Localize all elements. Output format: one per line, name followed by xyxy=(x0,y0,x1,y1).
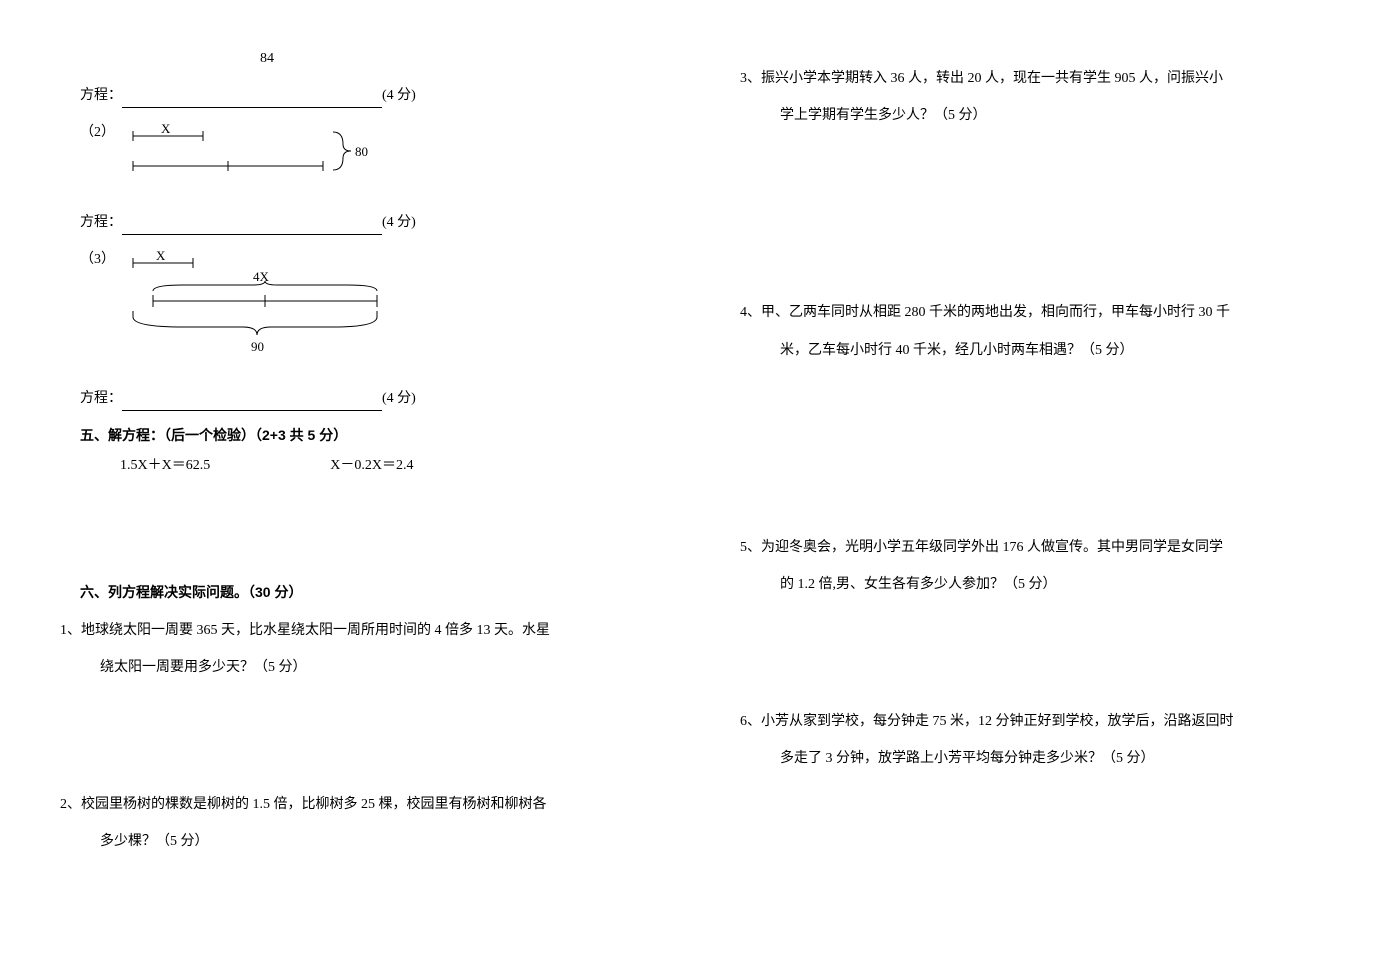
diagram-2-row: （2） X 80 xyxy=(60,120,620,197)
section-6-title: 六、列方程解决实际问题。（30 分） xyxy=(60,580,620,605)
q3-line-a: 3、振兴小学本学期转入 36 人，转出 20 人，现在一共有学生 905 人，问… xyxy=(740,66,1300,91)
eq-points: (4 分) xyxy=(382,88,416,103)
d2-brace-val: 80 xyxy=(355,144,368,159)
q2-line-a: 2、校园里杨树的棵数是柳树的 1.5 倍，比柳树多 25 棵，校园里有杨树和柳树… xyxy=(60,792,620,817)
q2-line-b: 多少棵？（5 分） xyxy=(60,829,620,854)
top-number: 84 xyxy=(60,46,620,71)
d3-brace-val: 90 xyxy=(251,339,264,354)
q6-line-b: 多走了 3 分钟，放学路上小芳平均每分钟走多少米？（5 分） xyxy=(740,746,1300,771)
equation-line-2: 方程： (4 分) xyxy=(60,210,620,235)
right-column: 3、振兴小学本学期转入 36 人，转出 20 人，现在一共有学生 905 人，问… xyxy=(740,40,1300,860)
d3-num: （3） xyxy=(80,247,115,272)
section-5-equations: 1.5X＋X＝62.5 X－0.2X＝2.4 xyxy=(60,454,620,474)
eq-points: (4 分) xyxy=(382,391,416,406)
eq-label: 方程： xyxy=(80,215,122,230)
equation-line-1: 方程： (4 分) xyxy=(60,83,620,108)
eq-2: X－0.2X＝2.4 xyxy=(330,454,413,474)
blank-line xyxy=(122,93,382,108)
diagram-3: X 4X 90 xyxy=(123,251,403,370)
q5-line-b: 的 1.2 倍,男、女生各有多少人参加？（5 分） xyxy=(740,572,1300,597)
equation-line-3: 方程： (4 分) xyxy=(60,386,620,411)
diagram-3-row: （3） X 4X xyxy=(60,247,620,374)
diagram-2: X 80 xyxy=(123,124,383,193)
q1-line-a: 1、地球绕太阳一周要 365 天，比水星绕太阳一周所用时间的 4 倍多 13 天… xyxy=(60,618,620,643)
eq-label: 方程： xyxy=(80,391,122,406)
q6-line-a: 6、小芳从家到学校，每分钟走 75 米，12 分钟正好到学校，放学后，沿路返回时 xyxy=(740,709,1300,734)
eq-label: 方程： xyxy=(80,88,122,103)
d3-x: X xyxy=(156,251,166,263)
q5-line-a: 5、为迎冬奥会，光明小学五年级同学外出 176 人做宣传。其中男同学是女同学 xyxy=(740,535,1300,560)
eq-1: 1.5X＋X＝62.5 xyxy=(120,454,210,474)
d2-num: （2） xyxy=(80,120,115,145)
q4-line-b: 米，乙车每小时行 40 千米，经几小时两车相遇？（5 分） xyxy=(740,338,1300,363)
d2-x: X xyxy=(161,124,171,136)
blank-line xyxy=(122,220,382,235)
eq-points: (4 分) xyxy=(382,215,416,230)
q3-line-b: 学上学期有学生多少人？（5 分） xyxy=(740,103,1300,128)
section-5-title: 五、解方程：（后一个检验）（2+3 共 5 分） xyxy=(60,423,620,448)
d3-fourx: 4X xyxy=(253,269,270,284)
blank-line xyxy=(122,396,382,411)
left-column: 84 方程： (4 分) （2） X xyxy=(60,40,620,860)
q1-line-b: 绕太阳一周要用多少天？（5 分） xyxy=(60,655,620,680)
q4-line-a: 4、甲、乙两车同时从相距 280 千米的两地出发，相向而行，甲车每小时行 30 … xyxy=(740,300,1300,325)
